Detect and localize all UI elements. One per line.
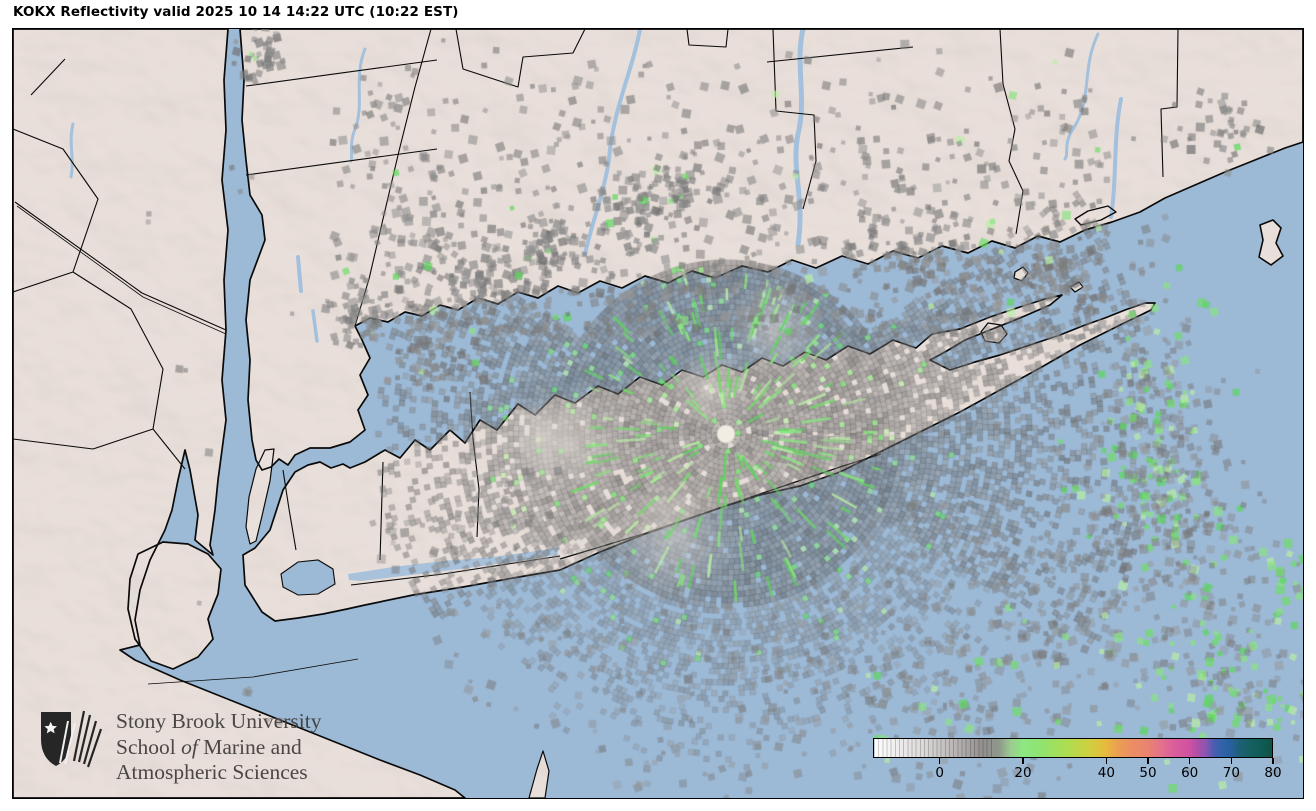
colorbar-tick-label: 60 <box>1181 765 1199 781</box>
reflectivity-colorbar: 0 20 40 50 60 70 80 <box>873 738 1282 790</box>
stony-brook-shield-icon <box>41 710 103 768</box>
colorbar-tick-label: 20 <box>1014 765 1032 781</box>
colorbar-tick-label: 0 <box>935 765 944 781</box>
colorbar-tick-label: 40 <box>1097 765 1115 781</box>
base-map <box>13 29 1303 798</box>
logo-line-1: Stony Brook University <box>116 709 322 733</box>
colorbar-tick-label: 70 <box>1222 765 1240 781</box>
colorbar-tick <box>1105 758 1108 764</box>
page-title: KOKX Reflectivity valid 2025 10 14 14:22… <box>13 4 459 20</box>
colorbar-tick <box>1147 758 1149 764</box>
logo-line-3: Atmospheric Sciences <box>116 760 308 784</box>
logo-line-2: School of Marine and <box>116 734 302 759</box>
colorbar-tick-label: 50 <box>1139 765 1157 781</box>
colorbar-tick <box>1022 758 1024 764</box>
colorbar-gradient <box>874 739 1272 757</box>
stony-brook-logo: Stony Brook University School of Marine … <box>38 709 321 786</box>
colorbar-tick <box>1230 758 1233 764</box>
colorbar-tick-label: 80 <box>1264 765 1282 781</box>
map-frame: Stony Brook University School of Marine … <box>12 28 1304 799</box>
colorbar-gradient-bar <box>873 738 1273 758</box>
colorbar-tick <box>938 758 941 764</box>
logo-text: Stony Brook University School of Marine … <box>116 709 321 786</box>
colorbar-tick <box>1272 758 1274 764</box>
colorbar-tick <box>1188 758 1191 764</box>
colorbar-segment-lines <box>874 739 995 757</box>
